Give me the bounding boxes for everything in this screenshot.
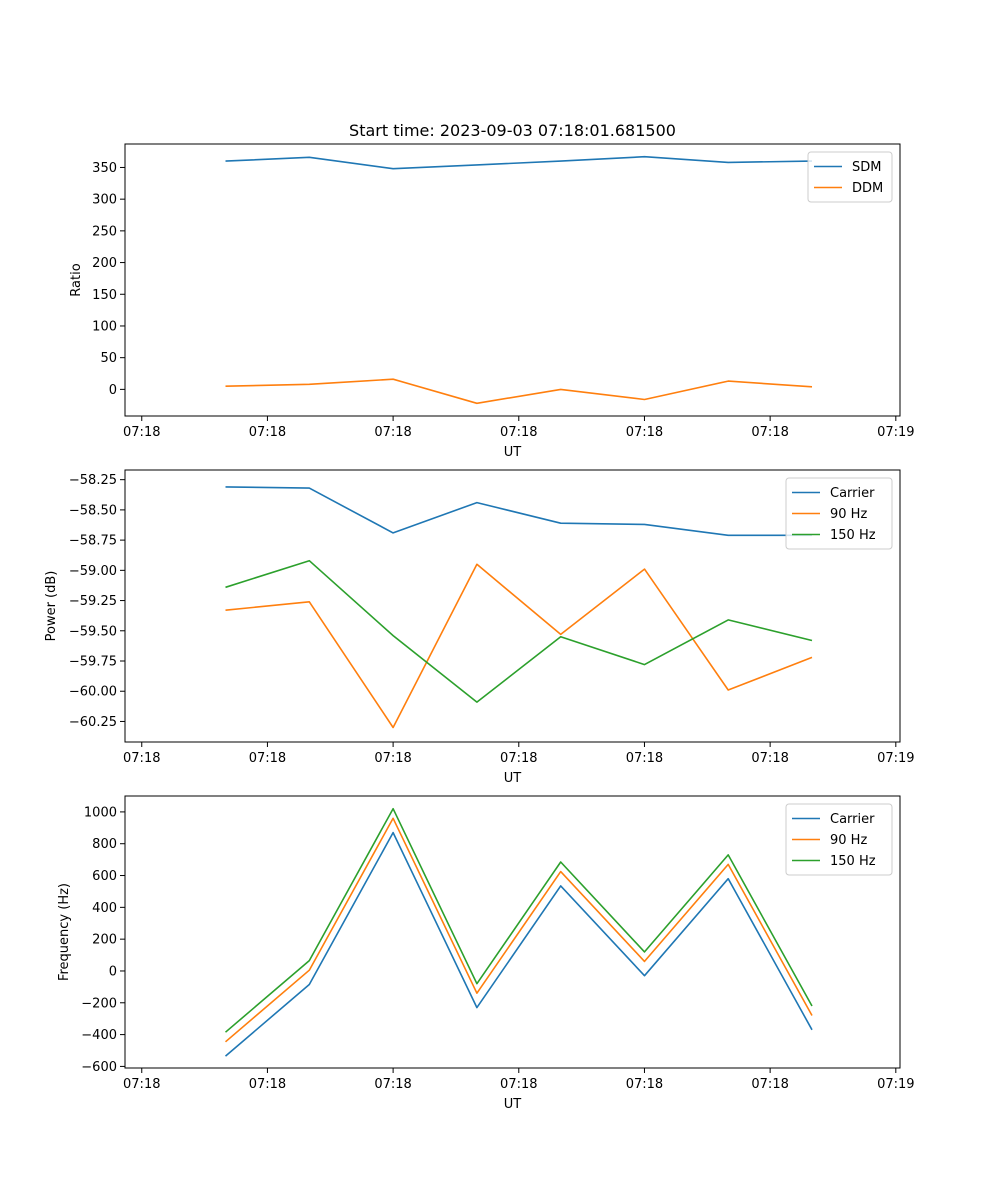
y-tick-label: −58.50 bbox=[69, 503, 117, 518]
legend: Carrier 90 Hz 150 Hz bbox=[785, 477, 893, 550]
y-tick-label: 1000 bbox=[84, 805, 117, 820]
series-line-carrier bbox=[225, 486, 812, 537]
x-tick-label: 07:18 bbox=[123, 751, 160, 766]
y-tick-label: 300 bbox=[92, 193, 117, 208]
x-tick-label: 07:18 bbox=[249, 1077, 286, 1092]
y-tick-label: 600 bbox=[92, 869, 117, 884]
y-tick-label: 250 bbox=[92, 224, 117, 239]
x-tick-label: 07:18 bbox=[751, 751, 788, 766]
y-tick-label: 400 bbox=[92, 901, 117, 916]
legend: SDM DDM bbox=[807, 151, 893, 203]
legend: Carrier 90 Hz 150 Hz bbox=[785, 803, 893, 876]
x-tick-label: 07:18 bbox=[123, 1077, 160, 1092]
series-line-150-hz bbox=[225, 559, 813, 703]
y-tick-label: −200 bbox=[81, 996, 117, 1011]
y-tick-label: −59.00 bbox=[69, 564, 117, 579]
x-tick-label: 07:19 bbox=[877, 751, 914, 766]
legend-label: Carrier bbox=[830, 812, 875, 827]
y-tick-label: 150 bbox=[92, 288, 117, 303]
y-tick-label: 50 bbox=[100, 351, 117, 366]
y-tick-label: 350 bbox=[92, 161, 117, 176]
y-tick-label: −58.75 bbox=[69, 534, 117, 549]
series-line-90-hz bbox=[225, 563, 813, 729]
x-tick-label: 07:18 bbox=[626, 751, 663, 766]
y-tick-label: −400 bbox=[81, 1028, 117, 1043]
y-tick-label: −59.25 bbox=[69, 594, 117, 609]
y-axis-label: Frequency (Hz) bbox=[57, 883, 72, 981]
y-tick-label: 0 bbox=[109, 964, 117, 979]
x-axis-label: UT bbox=[504, 771, 522, 786]
x-tick-label: 07:18 bbox=[500, 1077, 537, 1092]
x-tick-label: 07:18 bbox=[123, 425, 160, 440]
x-tick-label: 07:18 bbox=[249, 425, 286, 440]
x-tick-label: 07:18 bbox=[374, 425, 411, 440]
legend-label: 150 Hz bbox=[830, 528, 876, 543]
legend-label: Carrier bbox=[830, 486, 875, 501]
y-tick-label: 100 bbox=[92, 319, 117, 334]
legend-box bbox=[785, 477, 893, 550]
x-tick-label: 07:18 bbox=[374, 751, 411, 766]
legend-label: 150 Hz bbox=[830, 854, 876, 869]
y-axis-label: Ratio bbox=[69, 263, 84, 296]
legend-label: 90 Hz bbox=[830, 507, 867, 522]
panel-2: 07:18 07:18 07:18 07:18 07:18 07:18 07:19 −60.2… bbox=[44, 469, 915, 786]
x-tick-label: 07:18 bbox=[500, 751, 537, 766]
y-axis-label: Power (dB) bbox=[44, 571, 59, 642]
x-tick-label: 07:18 bbox=[374, 1077, 411, 1092]
panel-3: 07:18 07:18 07:18 07:18 07:18 07:18 07:19 −600 −… bbox=[57, 795, 915, 1112]
series-line-90-hz bbox=[224, 817, 813, 1043]
x-axis-label: UT bbox=[504, 445, 522, 460]
y-tick-label: 200 bbox=[92, 256, 117, 271]
y-tick-label: −59.50 bbox=[69, 624, 117, 639]
y-tick-label: 200 bbox=[92, 933, 117, 948]
x-tick-label: 07:19 bbox=[877, 1077, 914, 1092]
plot-frame bbox=[124, 143, 901, 417]
x-tick-label: 07:18 bbox=[249, 751, 286, 766]
legend-label: 90 Hz bbox=[830, 833, 867, 848]
y-tick-label: −59.75 bbox=[69, 655, 117, 670]
y-tick-label: −58.25 bbox=[69, 473, 117, 488]
series-line-carrier bbox=[224, 831, 813, 1057]
x-tick-label: 07:18 bbox=[626, 425, 663, 440]
y-tick-label: 800 bbox=[92, 837, 117, 852]
legend-box bbox=[785, 803, 893, 876]
y-tick-label: −60.25 bbox=[69, 715, 117, 730]
legend-label: SDM bbox=[852, 160, 881, 175]
chart-title: Start time: 2023-09-03 07:18:01.681500 bbox=[349, 121, 676, 140]
series-line-ddm bbox=[225, 378, 813, 405]
x-axis-label: UT bbox=[504, 1097, 522, 1112]
series-line-sdm bbox=[225, 155, 813, 170]
y-tick-label: −600 bbox=[81, 1060, 117, 1075]
x-tick-label: 07:19 bbox=[877, 425, 914, 440]
x-tick-label: 07:18 bbox=[500, 425, 537, 440]
x-tick-label: 07:18 bbox=[626, 1077, 663, 1092]
panel-1: Start time: 2023-09-03 07:18:01.681500 07… bbox=[69, 121, 915, 460]
y-tick-label: 0 bbox=[109, 383, 117, 398]
series-line-150-hz bbox=[224, 807, 813, 1033]
x-tick-label: 07:18 bbox=[751, 425, 788, 440]
legend-box bbox=[807, 151, 893, 203]
plot-frame bbox=[124, 469, 901, 743]
y-tick-label: −60.00 bbox=[69, 685, 117, 700]
legend-label: DDM bbox=[852, 181, 883, 196]
x-tick-label: 07:18 bbox=[751, 1077, 788, 1092]
